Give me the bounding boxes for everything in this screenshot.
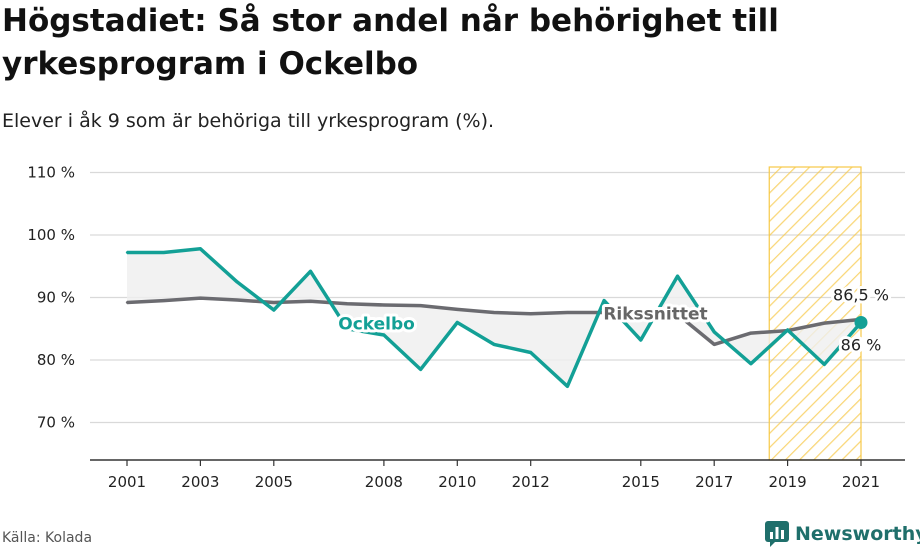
ockelbo-end-value-halo: 86 %: [841, 336, 882, 355]
ockelbo-point: [235, 280, 239, 284]
ockelbo-point: [529, 351, 532, 354]
ockelbo-end-marker: [854, 316, 868, 329]
ockelbo-point: [382, 333, 386, 337]
x-tick-label: 2021: [842, 473, 880, 491]
rikssnittet-point: [419, 304, 422, 307]
ockelbo-point: [309, 270, 312, 273]
ockelbo-point: [419, 368, 422, 371]
ockelbo-end-value: 86 %: [841, 336, 882, 355]
gap-area: [127, 248, 861, 387]
ockelbo-point: [749, 362, 753, 365]
ockelbo-point: [456, 321, 459, 324]
rikssnittet-point: [346, 302, 349, 305]
rikssnittet-series-label: Rikssnittet: [603, 304, 707, 324]
rikssnittet-point: [639, 312, 642, 315]
brand-logo: Newsworthy: [765, 520, 920, 548]
rikssnittet-end-value: 86,5 %: [833, 285, 889, 304]
ockelbo-point: [162, 251, 165, 254]
x-tick-label: 2012: [512, 473, 550, 491]
ockelbo-series: [125, 247, 868, 389]
chart-subtitle: Elever i åk 9 som är behöriga till yrkes…: [2, 110, 495, 132]
rikssnittet-series: [125, 296, 863, 347]
rikssnittet-point: [272, 301, 275, 304]
rikssnittet-point: [529, 312, 532, 315]
newsworthy-logo-icon: [765, 521, 789, 547]
x-tick-label: 2017: [695, 473, 733, 491]
rikssnittet-point: [602, 311, 606, 314]
rikssnittet-point: [492, 311, 496, 314]
ockelbo-point: [125, 251, 129, 254]
ockelbo-point: [823, 363, 826, 366]
rikssnittet-point: [713, 343, 716, 346]
x-tick-label: 2015: [622, 473, 660, 491]
y-tick-label: 110 %: [27, 164, 75, 182]
rikssnittet-point: [749, 331, 753, 335]
ockelbo-point: [676, 275, 679, 278]
brand-name: Newsworthy: [795, 523, 920, 545]
gap-fill: [127, 248, 861, 387]
ockelbo-point: [602, 299, 606, 302]
y-tick-label: 90 %: [37, 289, 75, 307]
ockelbo-series-label-halo: Ockelbo: [338, 314, 415, 334]
ockelbo-point: [639, 338, 642, 342]
rikssnittet-series-label-halo: Rikssnittet: [603, 304, 707, 324]
y-tick-label: 100 %: [27, 226, 75, 244]
x-tick-label: 2001: [108, 473, 146, 491]
ockelbo-point: [272, 308, 275, 312]
ockelbo-point: [492, 343, 496, 346]
rikssnittet-point: [125, 301, 129, 304]
rikssnittet-point: [199, 296, 202, 300]
rikssnittet-point: [823, 321, 826, 325]
highlight-rect: [768, 166, 862, 461]
x-axis: 2001 2003 2005 2008 2010 2012 2015 2017 2019 2021: [90, 459, 905, 491]
ockelbo-point: [199, 247, 202, 250]
y-tick-label: 80 %: [37, 351, 75, 369]
x-tick-label: 2019: [769, 473, 807, 491]
x-tick-label: 2003: [181, 473, 219, 491]
rikssnittet-point: [235, 298, 239, 302]
ockelbo-point: [786, 328, 789, 332]
ockelbo-point: [346, 327, 349, 330]
y-tick-label: 70 %: [37, 414, 75, 432]
rikssnittet-point: [676, 313, 679, 316]
chart-title: Högstadiet: Så stor andel når behörighet…: [2, 3, 779, 82]
ockelbo-point: [566, 385, 569, 388]
ockelbo-series-label: Ockelbo: [338, 314, 415, 334]
ockelbo-point: [713, 330, 716, 334]
rikssnittet-point: [456, 308, 459, 311]
x-tick-label: 2008: [365, 473, 403, 491]
rikssnittet-point: [309, 300, 312, 303]
forecast-highlight: [768, 166, 862, 461]
rikssnittet-point: [382, 303, 386, 307]
source-note: Källa: Kolada: [2, 530, 93, 546]
x-tick-label: 2010: [438, 473, 476, 491]
rikssnittet-point: [162, 299, 165, 302]
rikssnittet-end-value-halo: 86,5 %: [833, 285, 889, 304]
rikssnittet-point: [566, 311, 569, 314]
x-tick-label: 2005: [255, 473, 293, 491]
